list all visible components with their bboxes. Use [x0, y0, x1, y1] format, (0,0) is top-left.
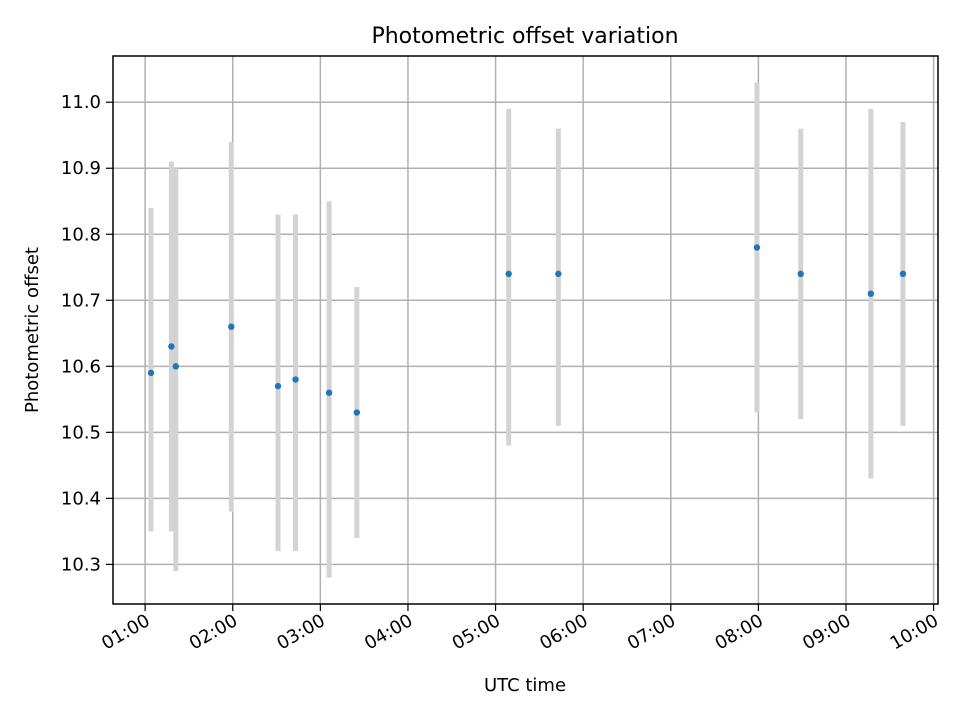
data-point: [292, 376, 299, 383]
data-point: [147, 369, 155, 377]
data-point: [325, 389, 333, 396]
data-points: [147, 244, 907, 416]
x-tick-label: 02:00: [186, 610, 241, 654]
data-point: [867, 290, 875, 297]
y-axis-label: Photometric offset: [22, 247, 43, 413]
x-tick-label: 04:00: [361, 610, 416, 654]
y-tick-label: 10.7: [61, 290, 101, 311]
data-point: [228, 323, 235, 330]
grid-lines: [113, 56, 938, 604]
y-tick-label: 10.6: [61, 356, 101, 377]
x-tick-label: 06:00: [536, 610, 591, 654]
y-tick-label: 10.9: [61, 158, 101, 179]
x-tick-label: 09:00: [799, 610, 854, 654]
data-point: [172, 363, 179, 370]
data-point: [797, 270, 804, 278]
x-tick-label: 07:00: [624, 610, 679, 654]
data-point: [899, 270, 907, 278]
y-axis-ticks: 10.3 10.4 10.5 10.6 10.7 10.8 10.9 11.0: [61, 92, 113, 575]
x-tick-label: 03:00: [273, 610, 328, 654]
x-tick-label: 01:00: [98, 610, 153, 654]
y-tick-label: 10.8: [61, 224, 101, 245]
x-tick-label: 08:00: [711, 610, 766, 654]
data-point: [555, 270, 562, 278]
x-tick-label: 10:00: [887, 610, 942, 654]
x-axis-ticks: 01:00 02:00 03:00 04:00 05:00 06:00 07:00 08:00…: [98, 604, 942, 654]
y-tick-label: 10.3: [61, 554, 101, 575]
data-point: [274, 382, 282, 390]
data-point: [353, 409, 361, 416]
y-tick-label: 11.0: [61, 92, 101, 113]
x-tick-label: 05:00: [449, 610, 504, 654]
y-tick-label: 10.4: [61, 488, 101, 509]
chart-title: Photometric offset variation: [371, 24, 678, 49]
data-point: [753, 244, 761, 251]
data-point: [168, 343, 175, 350]
error-bars: [148, 82, 906, 578]
y-tick-label: 10.5: [61, 422, 101, 443]
data-point: [505, 270, 512, 278]
x-axis-label: UTC time: [484, 675, 566, 696]
plot-frame: [112, 55, 939, 605]
